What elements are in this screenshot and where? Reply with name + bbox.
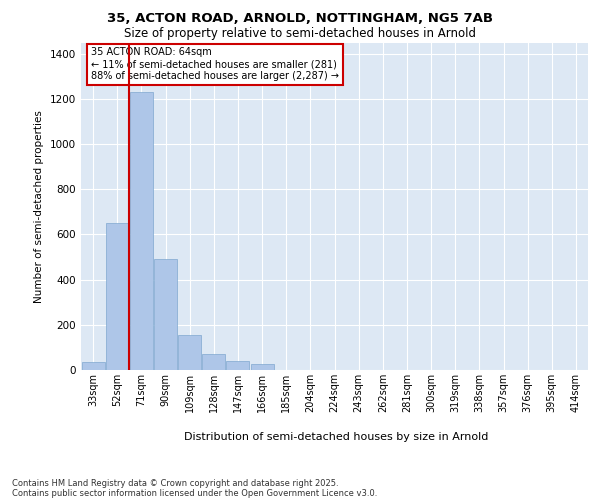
Bar	[130, 92, 153, 370]
Text: Size of property relative to semi-detached houses in Arnold: Size of property relative to semi-detach…	[124, 28, 476, 40]
Bar	[226, 361, 250, 370]
Bar	[251, 364, 274, 370]
Text: 35 ACTON ROAD: 64sqm
← 11% of semi-detached houses are smaller (281)
88% of semi: 35 ACTON ROAD: 64sqm ← 11% of semi-detac…	[91, 48, 339, 80]
Bar	[202, 354, 225, 370]
Bar	[106, 223, 128, 370]
Bar	[82, 362, 104, 370]
Text: Contains HM Land Registry data © Crown copyright and database right 2025.: Contains HM Land Registry data © Crown c…	[12, 478, 338, 488]
Bar	[154, 260, 177, 370]
Bar	[178, 335, 201, 370]
Text: Contains public sector information licensed under the Open Government Licence v3: Contains public sector information licen…	[12, 488, 377, 498]
Text: Distribution of semi-detached houses by size in Arnold: Distribution of semi-detached houses by …	[184, 432, 488, 442]
Y-axis label: Number of semi-detached properties: Number of semi-detached properties	[34, 110, 44, 302]
Text: 35, ACTON ROAD, ARNOLD, NOTTINGHAM, NG5 7AB: 35, ACTON ROAD, ARNOLD, NOTTINGHAM, NG5 …	[107, 12, 493, 26]
